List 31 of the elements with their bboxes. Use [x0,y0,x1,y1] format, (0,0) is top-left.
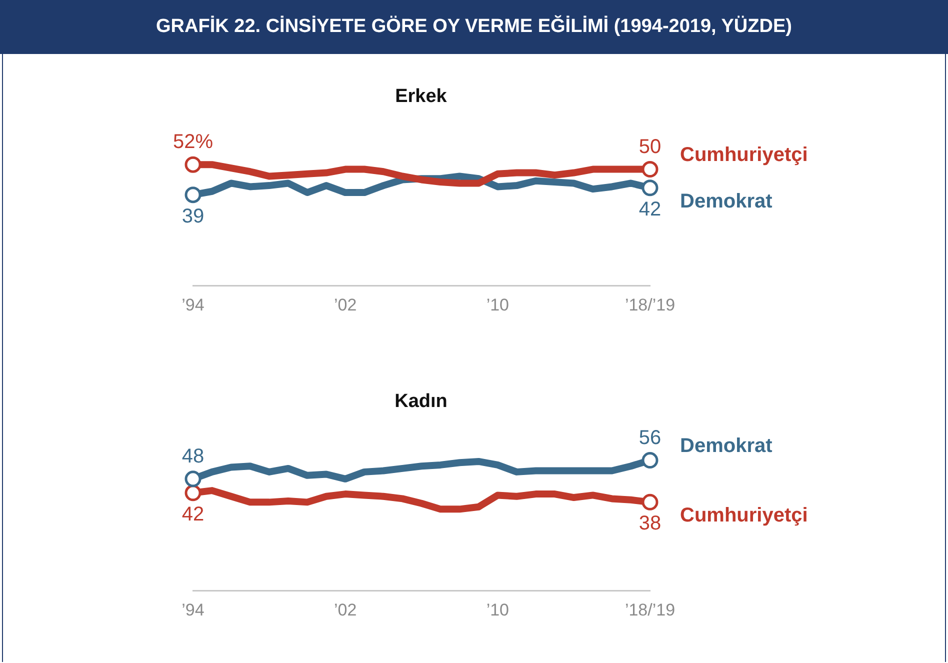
point [642,452,658,469]
point [184,470,202,488]
chart-title: Kadın [394,391,448,413]
point [184,186,202,204]
series-label: Demokrat [680,434,773,457]
point [642,494,658,510]
x-tick-label: ’94 [182,600,204,620]
point [642,180,658,196]
x-tick-label: ’02 [334,600,357,620]
x-tick-label: ’02 [334,295,357,314]
data-label: 38 [638,512,662,535]
x-tick-label: ’18/’19 [624,295,676,314]
data-label: 42 [182,503,204,526]
series-label: Cumhuriyetçi [680,144,808,166]
x-tick-label: ’18/’19 [624,600,676,620]
chart-title: GRAFİK 22. CİNSİYETE GÖRE OY VERME EĞİLİMİ (1994-2019, YÜZDE) [0,0,948,54]
chart-subtitle: Erkek [394,86,448,108]
data-label: 39 [182,205,204,228]
x-tick-label: ’10 [486,295,510,314]
x-tick-label: ’94 [182,295,204,314]
x-tick-label: ’10 [486,600,510,620]
series-label: Demokrat [680,190,773,212]
series-label: Cumhuriyetçi [680,504,808,527]
point [184,484,202,502]
data-label: 42 [638,198,662,220]
data-label: 52% [172,131,214,154]
point [184,156,202,173]
point [642,161,658,178]
data-label: 48 [182,445,204,468]
data-label: 50 [638,136,662,158]
data-label: 56 [638,426,662,449]
